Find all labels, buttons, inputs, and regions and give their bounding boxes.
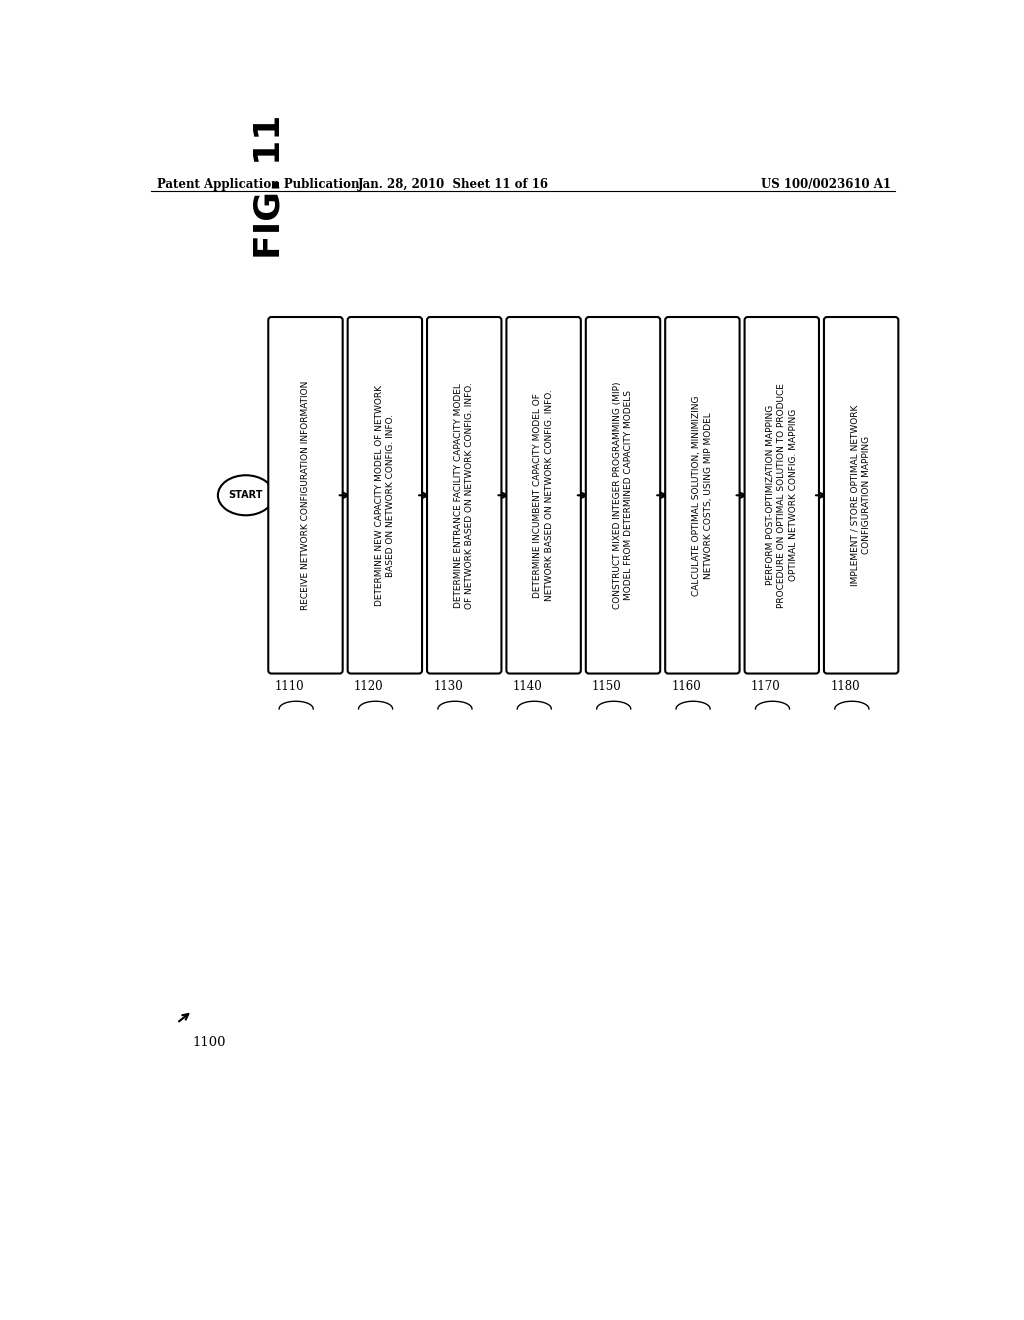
FancyBboxPatch shape	[507, 317, 581, 673]
Text: DETERMINE NEW CAPACITY MODEL OF NETWORK
BASED ON NETWORK CONFIG. INFO.: DETERMINE NEW CAPACITY MODEL OF NETWORK …	[375, 384, 395, 606]
Text: 1170: 1170	[751, 680, 780, 693]
Text: 1150: 1150	[592, 680, 622, 693]
Text: 1160: 1160	[672, 680, 701, 693]
Text: RECEIVE NETWORK CONFIGURATION INFORMATION: RECEIVE NETWORK CONFIGURATION INFORMATIO…	[301, 380, 310, 610]
FancyBboxPatch shape	[348, 317, 422, 673]
Text: 1120: 1120	[354, 680, 383, 693]
Text: FIG. 11: FIG. 11	[252, 114, 286, 259]
Text: US 100/0023610 A1: US 100/0023610 A1	[762, 178, 891, 190]
Text: 1100: 1100	[193, 1036, 226, 1049]
Ellipse shape	[218, 475, 273, 515]
Text: DETERMINE ENTRANCE FACILITY CAPACITY MODEL
OF NETWORK BASED ON NETWORK CONFIG. I: DETERMINE ENTRANCE FACILITY CAPACITY MOD…	[454, 381, 474, 609]
Text: Patent Application Publication: Patent Application Publication	[158, 178, 360, 190]
FancyBboxPatch shape	[268, 317, 343, 673]
Text: CONSTRUCT MIXED INTEGER PROGRAMMING (MIP)
MODEL FROM DETERMINED CAPACITY MODELS: CONSTRUCT MIXED INTEGER PROGRAMMING (MIP…	[612, 381, 633, 609]
FancyBboxPatch shape	[666, 317, 739, 673]
FancyBboxPatch shape	[744, 317, 819, 673]
FancyBboxPatch shape	[427, 317, 502, 673]
Text: IMPLEMENT / STORE OPTIMAL NETWORK
CONFIGURATION MAPPING: IMPLEMENT / STORE OPTIMAL NETWORK CONFIG…	[851, 405, 871, 586]
Text: 1180: 1180	[830, 680, 860, 693]
FancyBboxPatch shape	[824, 317, 898, 673]
FancyBboxPatch shape	[586, 317, 660, 673]
Text: DETERMINE INCUMBENT CAPACITY MODEL OF
NETWORK BASED ON NETWORK CONFIG. INFO.: DETERMINE INCUMBENT CAPACITY MODEL OF NE…	[534, 389, 554, 601]
Text: START: START	[228, 490, 263, 500]
Text: CALCULATE OPTIMAL SOLUTION, MINIMIZING
NETWORK COSTS, USING MIP MODEL: CALCULATE OPTIMAL SOLUTION, MINIMIZING N…	[692, 395, 713, 595]
Text: 1130: 1130	[433, 680, 463, 693]
Text: Jan. 28, 2010  Sheet 11 of 16: Jan. 28, 2010 Sheet 11 of 16	[358, 178, 549, 190]
Text: PERFORM POST-OPTIMIZATION MAPPING
PROCEDURE ON OPTIMAL SOLUTION TO PRODUCE
OPTIM: PERFORM POST-OPTIMIZATION MAPPING PROCED…	[766, 383, 798, 607]
Text: 1140: 1140	[513, 680, 543, 693]
Text: 1110: 1110	[274, 680, 304, 693]
